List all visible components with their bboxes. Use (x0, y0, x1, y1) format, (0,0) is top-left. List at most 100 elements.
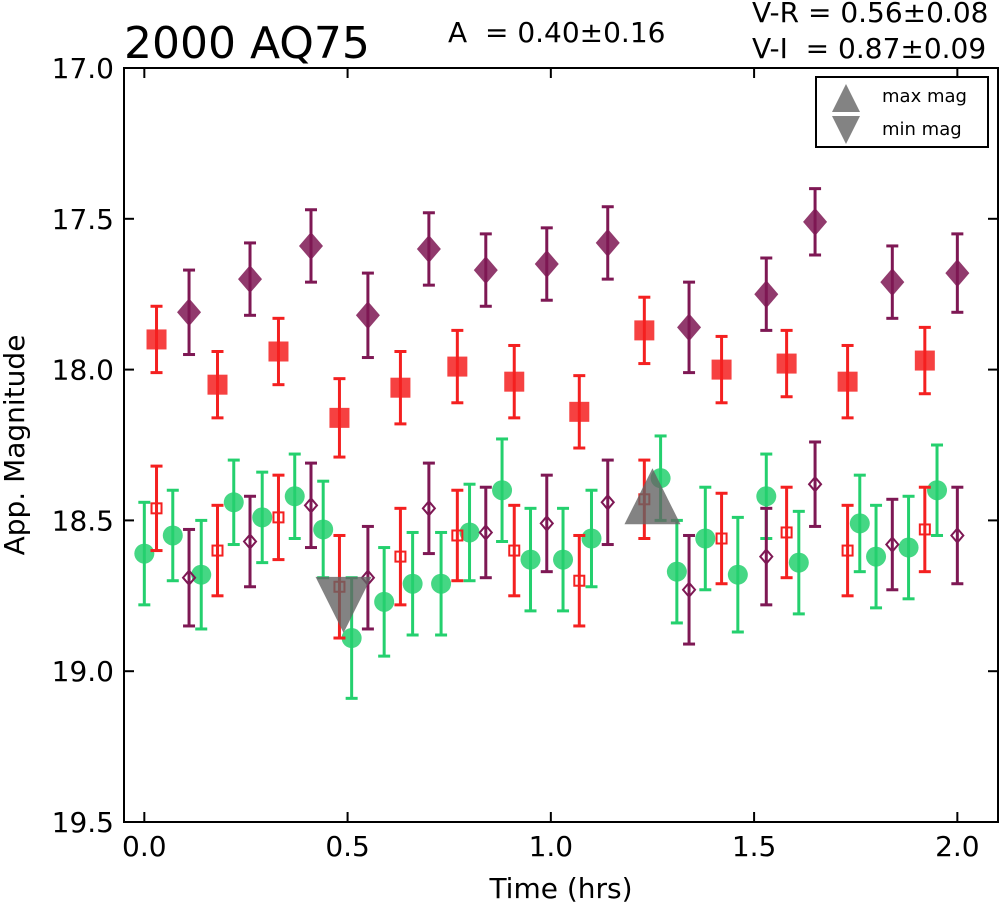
y-tick-label: 17.0 (52, 52, 114, 85)
data-point (711, 359, 732, 380)
data-point (504, 371, 525, 392)
data-point (666, 561, 687, 582)
data-point (459, 522, 480, 543)
data-point (134, 543, 155, 564)
data-point (355, 301, 380, 330)
data-point (695, 528, 716, 549)
data-point (681, 581, 697, 599)
x-axis-label: Time (hrs) (488, 872, 632, 904)
data-point (242, 532, 258, 551)
plot-frame (123, 67, 999, 823)
y-tick-label: 17.5 (52, 203, 114, 236)
data-point (402, 573, 423, 594)
data-point (534, 250, 559, 279)
series-0 (177, 187, 970, 375)
data-point (303, 496, 319, 514)
data-point (177, 298, 202, 327)
data-point (837, 371, 858, 392)
data-point (447, 356, 468, 377)
data-point (849, 513, 870, 534)
data-point (191, 564, 212, 585)
data-point (715, 532, 728, 545)
data-point (539, 514, 555, 532)
data-point (569, 401, 590, 422)
data-point (520, 549, 541, 570)
data-point (207, 374, 228, 395)
data-point (600, 493, 616, 511)
data-point (150, 502, 163, 515)
data-point (329, 407, 350, 428)
data-point (146, 329, 167, 350)
y-tick-label: 19.0 (52, 655, 114, 688)
data-point (394, 550, 407, 563)
data-point (803, 207, 828, 236)
data-point (780, 526, 793, 539)
y-tick-label: 18.5 (52, 504, 114, 537)
data-point (754, 280, 779, 309)
data-point (492, 480, 513, 501)
legend-triangle-up-icon (832, 84, 860, 112)
data-point (866, 546, 887, 567)
data-point (553, 549, 574, 570)
x-tick-label: 0.5 (325, 830, 370, 863)
data-point (841, 544, 854, 557)
data-point (508, 544, 521, 557)
data-point (473, 256, 498, 285)
legend: max mag min mag (815, 76, 989, 148)
data-point (727, 564, 748, 585)
min-mag-marker (315, 576, 372, 633)
data-point (758, 548, 774, 566)
data-point (223, 492, 244, 513)
data-point (884, 535, 900, 554)
max-mag-marker (624, 468, 681, 525)
data-point (945, 259, 970, 288)
plot-marks (134, 187, 970, 700)
data-point (162, 525, 183, 546)
data-point (360, 569, 376, 587)
x-tick-label: 1.5 (732, 830, 777, 863)
data-point (927, 480, 948, 501)
data-point (238, 265, 263, 294)
chart-title: 2000 AQ75 (124, 18, 370, 69)
data-point (950, 526, 965, 545)
data-point (313, 519, 334, 540)
legend-label-min: min mag (882, 119, 962, 140)
data-point (880, 268, 905, 297)
data-point (298, 231, 323, 260)
data-point (211, 544, 224, 557)
x-tick-label: 0.0 (122, 830, 167, 863)
color-label-vr: V-R = 0.56±0.08 (752, 0, 988, 29)
legend-label-max: max mag (882, 86, 967, 107)
series-4 (181, 440, 965, 646)
x-tick-label: 2.0 (935, 830, 980, 863)
data-point (581, 528, 602, 549)
data-point (181, 569, 197, 587)
data-point (272, 511, 285, 524)
data-point (421, 499, 437, 517)
color-label-vi: V-I = 0.87±0.09 (752, 32, 986, 65)
data-point (918, 523, 931, 536)
data-point (788, 552, 809, 573)
data-point (390, 377, 411, 398)
data-point (776, 353, 797, 374)
data-point (677, 313, 702, 342)
axis-ticks: 0.0 0.5 1.0 1.5 2.0 17.0 17.5 18.0 18.5 19.0 19.5 (52, 52, 998, 863)
y-axis-label: App. Magnitude (0, 335, 31, 556)
data-point (374, 591, 395, 612)
series-1 (146, 295, 935, 459)
legend-triangle-down-icon (832, 116, 860, 144)
y-tick-label: 19.5 (52, 806, 114, 839)
data-point (634, 320, 655, 341)
data-point (252, 507, 273, 528)
data-point (898, 537, 919, 558)
data-point (478, 523, 494, 542)
data-point (284, 486, 305, 507)
data-point (341, 628, 362, 649)
data-point (807, 475, 823, 493)
series-2 (134, 434, 948, 700)
data-point (595, 228, 620, 257)
data-point (914, 350, 935, 371)
data-point (756, 486, 777, 507)
